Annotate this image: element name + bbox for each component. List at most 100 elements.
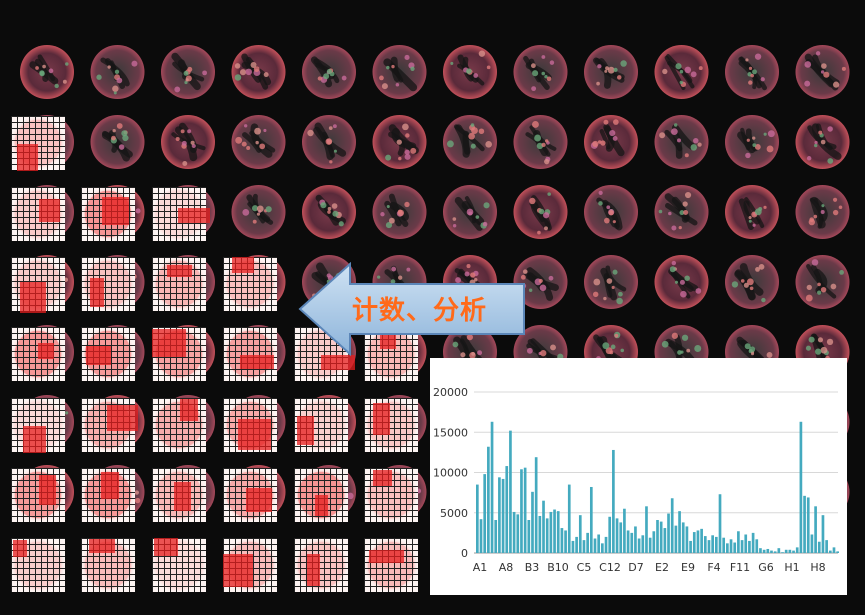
y-tick-label: 5000 [440, 507, 468, 520]
well [161, 115, 215, 169]
bar [641, 535, 645, 553]
bar [531, 491, 534, 553]
bar [729, 539, 733, 553]
bar [501, 478, 505, 553]
highlight-patch [315, 495, 328, 516]
well [795, 45, 850, 99]
well [725, 45, 779, 99]
bar [792, 550, 795, 553]
grid-tile [81, 327, 135, 381]
highlight-patch [39, 199, 60, 222]
grid-tile [11, 327, 65, 381]
well [725, 255, 779, 309]
well [725, 115, 779, 169]
x-tick-label: C5 [577, 561, 592, 574]
highlight-patch [240, 355, 274, 369]
highlight-patch [321, 355, 355, 370]
y-tick-label: 10000 [433, 467, 468, 480]
bar [795, 547, 799, 553]
well [302, 185, 356, 239]
x-tick-label: B10 [547, 561, 569, 574]
bar [512, 511, 516, 553]
bar [692, 532, 696, 553]
bar [737, 531, 740, 553]
well [20, 45, 74, 99]
well [654, 115, 709, 169]
bar [523, 467, 527, 553]
bar [564, 530, 567, 553]
y-tick-label: 0 [461, 547, 468, 560]
bar [516, 514, 520, 553]
bar [479, 519, 483, 553]
grid-tile [152, 468, 206, 522]
highlight-patch [180, 399, 198, 421]
highlight-patch [238, 419, 271, 450]
well [654, 185, 709, 239]
highlight-patch [307, 554, 320, 586]
x-tick-label: A8 [499, 561, 514, 574]
grid-tile [11, 468, 65, 522]
grid-tile [294, 538, 348, 592]
bar [634, 526, 637, 553]
bar [623, 508, 626, 553]
bar [733, 542, 737, 553]
bar [784, 549, 788, 553]
highlight-patch [39, 475, 56, 505]
bar [520, 469, 523, 553]
well [513, 255, 568, 309]
grid-tile [152, 538, 206, 592]
x-tick-label: F11 [730, 561, 750, 574]
bar [810, 534, 814, 553]
grid-tile [152, 398, 206, 452]
grid-tile [11, 398, 65, 453]
bar [817, 541, 821, 553]
well [584, 255, 638, 309]
bar [777, 548, 781, 553]
grid-tile [11, 187, 65, 241]
well [302, 115, 356, 169]
highlight-patch [373, 403, 390, 435]
highlight-patch [178, 208, 210, 223]
well [443, 185, 497, 239]
highlight-patch [90, 278, 104, 307]
highlight-patch [13, 540, 27, 557]
highlight-patch [369, 550, 404, 563]
bar [821, 515, 825, 553]
grid-tile [364, 398, 418, 452]
bar [667, 513, 670, 553]
bar [689, 540, 692, 553]
well [795, 185, 850, 239]
bar [615, 518, 619, 553]
well [231, 115, 286, 169]
highlight-patch [154, 538, 178, 556]
bar [619, 522, 623, 553]
bar [542, 500, 545, 553]
grid-tile [152, 187, 210, 241]
grid-tile [152, 257, 206, 311]
bar [645, 506, 648, 553]
highlight-patch [17, 144, 38, 171]
bar [770, 550, 773, 553]
bar [814, 506, 817, 553]
callout-label: 计数、分析 [352, 296, 488, 326]
well [90, 115, 145, 169]
bar [597, 534, 601, 553]
bar [755, 539, 759, 553]
highlight-patch [102, 197, 129, 225]
bar [498, 477, 501, 553]
grid-tile [152, 327, 206, 381]
bar [560, 528, 564, 553]
bar [803, 495, 806, 553]
bar [832, 547, 836, 553]
grid-tile [81, 468, 135, 522]
highlight-patch [101, 472, 119, 499]
x-tick-label: A1 [473, 561, 488, 574]
bar-chart: 0 5000 10000 15000 20000 A1 A8 B3 B10 C5 C12 D7 E2 E9… [433, 386, 839, 574]
grid-tile [81, 398, 138, 452]
bar [678, 511, 681, 553]
bar [476, 484, 479, 553]
bar [759, 548, 762, 553]
grid-tile [223, 327, 277, 381]
bar [718, 494, 722, 553]
well [795, 115, 850, 169]
